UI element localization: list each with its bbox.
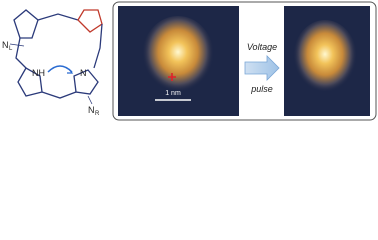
label-n: N bbox=[80, 68, 87, 78]
label-nl: N bbox=[2, 40, 9, 50]
label-nl-sub: L bbox=[9, 46, 13, 52]
arrow-label-line: Voltage bbox=[247, 42, 277, 52]
label-nr-sub: R bbox=[95, 111, 100, 117]
figure: N L NH N N R 1 nm Voltage pulse bbox=[2, 1, 377, 121]
label-nr: N bbox=[88, 105, 95, 115]
label-nh: NH bbox=[32, 68, 45, 78]
stm-blob bbox=[142, 16, 214, 96]
molecule bbox=[9, 9, 103, 105]
arrow-label-line: pulse bbox=[250, 84, 273, 94]
tip-marker bbox=[168, 73, 176, 81]
stm-blob bbox=[293, 20, 357, 96]
arrow bbox=[244, 55, 280, 81]
scale-label: 1 nm bbox=[165, 90, 181, 97]
